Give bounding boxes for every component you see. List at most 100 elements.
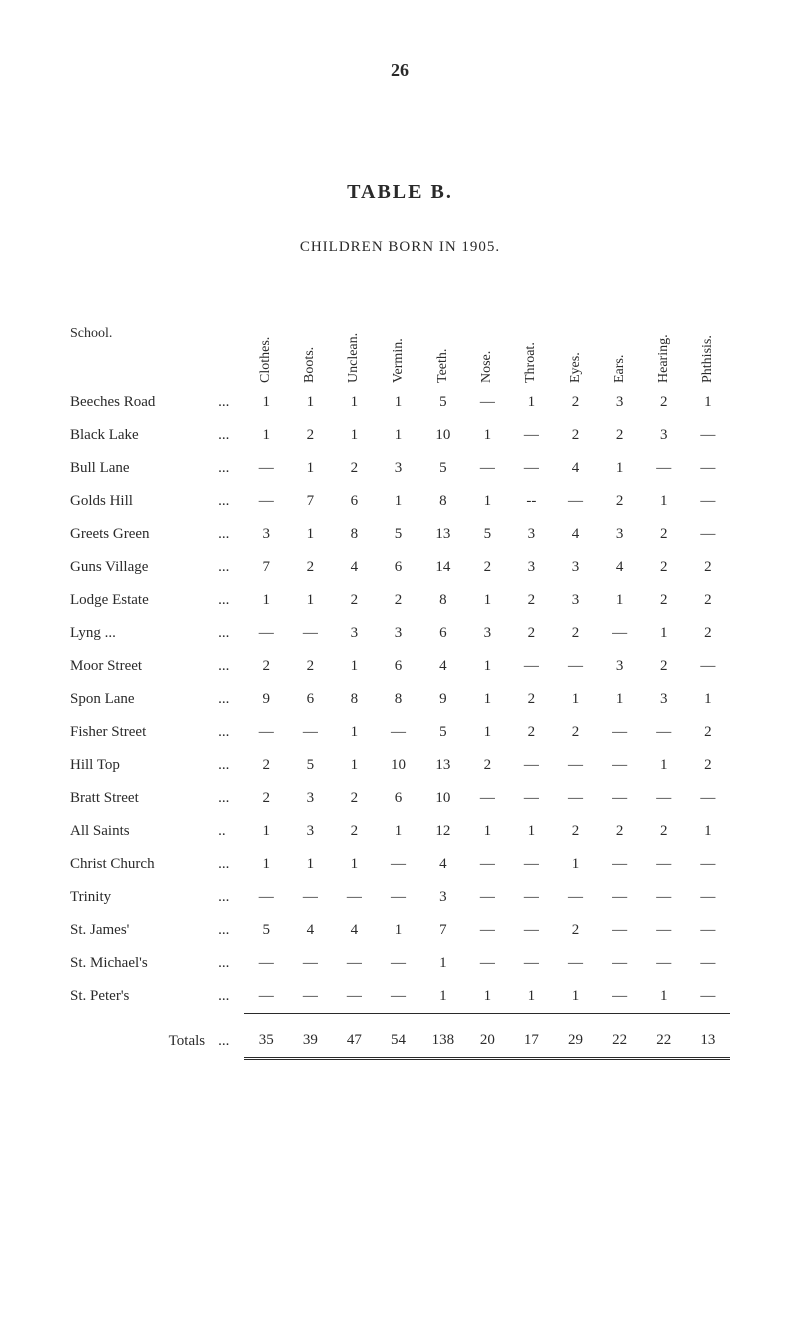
data-cell: — bbox=[598, 881, 642, 914]
totals-dots: ... bbox=[215, 1014, 244, 1059]
col-header-eyes: Eyes. bbox=[553, 296, 597, 386]
data-cell: — bbox=[642, 914, 686, 947]
data-cell: 13 bbox=[421, 749, 466, 782]
data-cell: -- bbox=[509, 485, 553, 518]
data-cell: — bbox=[642, 881, 686, 914]
data-cell: 1 bbox=[288, 386, 332, 419]
data-cell: — bbox=[465, 386, 509, 419]
row-dots: ... bbox=[215, 452, 244, 485]
school-name: Greets Green bbox=[70, 518, 215, 551]
school-name: Beeches Road bbox=[70, 386, 215, 419]
data-cell: 1 bbox=[376, 386, 420, 419]
data-cell: 5 bbox=[421, 386, 466, 419]
data-cell: 1 bbox=[465, 584, 509, 617]
data-cell: 1 bbox=[376, 914, 420, 947]
table-row: Spon Lane...96889121131 bbox=[70, 683, 730, 716]
data-cell: — bbox=[686, 485, 730, 518]
table-row: Beeches Road...11115—12321 bbox=[70, 386, 730, 419]
data-cell: 2 bbox=[288, 419, 332, 452]
data-cell: — bbox=[642, 452, 686, 485]
data-cell: 1 bbox=[421, 980, 466, 1014]
col-header-boots: Boots. bbox=[288, 296, 332, 386]
data-cell: 2 bbox=[553, 914, 597, 947]
row-dots: ... bbox=[215, 419, 244, 452]
data-cell: 2 bbox=[332, 815, 376, 848]
data-cell: 1 bbox=[598, 452, 642, 485]
table-row: Moor Street...221641——32— bbox=[70, 650, 730, 683]
row-dots: ... bbox=[215, 914, 244, 947]
dots-header bbox=[215, 296, 244, 386]
data-cell: — bbox=[686, 914, 730, 947]
school-name: Fisher Street bbox=[70, 716, 215, 749]
data-cell: 2 bbox=[553, 815, 597, 848]
data-cell: — bbox=[244, 716, 288, 749]
table-row: Christ Church...111—4——1——— bbox=[70, 848, 730, 881]
data-cell: 6 bbox=[376, 650, 420, 683]
table-row: St. James'...54417——2——— bbox=[70, 914, 730, 947]
data-cell: 1 bbox=[686, 386, 730, 419]
data-cell: 1 bbox=[244, 848, 288, 881]
school-name: Guns Village bbox=[70, 551, 215, 584]
data-cell: — bbox=[244, 881, 288, 914]
row-dots: ... bbox=[215, 551, 244, 584]
data-cell: 1 bbox=[376, 419, 420, 452]
data-cell: — bbox=[686, 782, 730, 815]
data-cell: — bbox=[642, 716, 686, 749]
data-cell: 1 bbox=[465, 815, 509, 848]
data-cell: — bbox=[376, 716, 420, 749]
data-cell: 10 bbox=[421, 782, 466, 815]
table-row: Trinity...————3—————— bbox=[70, 881, 730, 914]
data-cell: — bbox=[598, 782, 642, 815]
data-cell: 3 bbox=[509, 518, 553, 551]
col-header-ears: Ears. bbox=[598, 296, 642, 386]
row-dots: ... bbox=[215, 584, 244, 617]
school-name: Hill Top bbox=[70, 749, 215, 782]
totals-cell: 20 bbox=[465, 1014, 509, 1059]
data-cell: — bbox=[509, 914, 553, 947]
data-cell: 3 bbox=[465, 617, 509, 650]
data-cell: 7 bbox=[244, 551, 288, 584]
data-cell: 3 bbox=[553, 584, 597, 617]
data-cell: 1 bbox=[376, 815, 420, 848]
table-row: St. Peter's...————1111—1— bbox=[70, 980, 730, 1014]
data-cell: 3 bbox=[642, 419, 686, 452]
data-cell: 2 bbox=[288, 551, 332, 584]
data-cell: 12 bbox=[421, 815, 466, 848]
data-cell: — bbox=[686, 947, 730, 980]
data-cell: 2 bbox=[553, 419, 597, 452]
data-cell: 1 bbox=[421, 947, 466, 980]
data-cell: — bbox=[686, 650, 730, 683]
data-cell: — bbox=[598, 980, 642, 1014]
data-cell: 3 bbox=[288, 815, 332, 848]
table-row: Lodge Estate...11228123122 bbox=[70, 584, 730, 617]
data-cell: 3 bbox=[421, 881, 466, 914]
school-name: Bratt Street bbox=[70, 782, 215, 815]
school-name: St. James' bbox=[70, 914, 215, 947]
table-row: Hill Top...25110132———12 bbox=[70, 749, 730, 782]
data-cell: 5 bbox=[244, 914, 288, 947]
row-dots: ... bbox=[215, 848, 244, 881]
col-header-nose: Nose. bbox=[465, 296, 509, 386]
data-cell: — bbox=[598, 914, 642, 947]
data-cell: 3 bbox=[598, 386, 642, 419]
data-cell: 5 bbox=[465, 518, 509, 551]
data-cell: — bbox=[509, 452, 553, 485]
data-cell: 1 bbox=[465, 485, 509, 518]
data-cell: 3 bbox=[288, 782, 332, 815]
data-cell: 1 bbox=[686, 815, 730, 848]
row-dots: ... bbox=[215, 749, 244, 782]
table-row: Guns Village...724614233422 bbox=[70, 551, 730, 584]
school-name: St. Michael's bbox=[70, 947, 215, 980]
table-row: Greets Green...31851353432— bbox=[70, 518, 730, 551]
data-cell: 4 bbox=[553, 518, 597, 551]
data-cell: 1 bbox=[244, 386, 288, 419]
data-cell: 2 bbox=[553, 617, 597, 650]
data-cell: 5 bbox=[421, 452, 466, 485]
data-cell: — bbox=[686, 452, 730, 485]
data-cell: 2 bbox=[244, 782, 288, 815]
data-cell: 2 bbox=[686, 617, 730, 650]
page-number: 26 bbox=[70, 60, 730, 81]
data-cell: — bbox=[598, 617, 642, 650]
data-cell: 1 bbox=[332, 386, 376, 419]
data-cell: — bbox=[288, 881, 332, 914]
